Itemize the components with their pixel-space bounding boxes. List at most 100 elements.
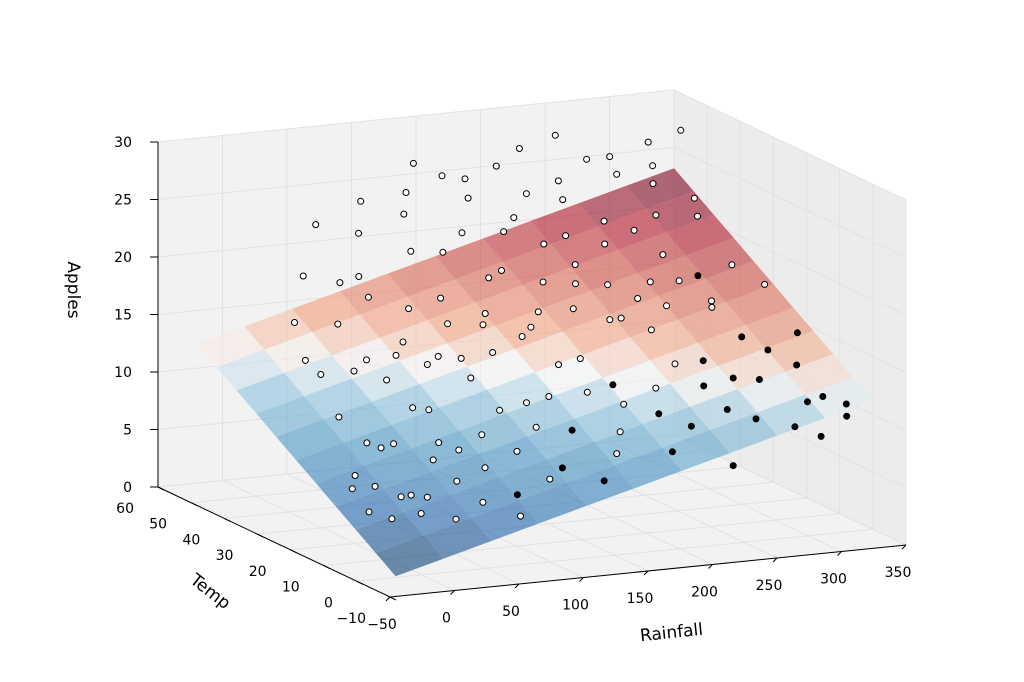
surface-patch [256,396,324,437]
data-point-above [383,376,391,384]
x-tick-label: 200 [691,585,718,601]
x-axis-label: Rainfall [639,620,704,646]
x-tick [643,570,649,576]
data-point-below [755,376,763,383]
surface-patch [530,203,599,245]
data-point-above [534,308,542,316]
data-point-above [364,293,372,301]
y-tick [190,502,198,507]
data-point-above [492,162,500,170]
surface-patch [236,372,305,414]
data-point-below [729,462,737,470]
data-point-above [335,413,343,421]
data-point-above [613,170,621,178]
data-point-above [576,355,584,363]
data-point-above [423,493,431,501]
data-point-below [738,333,746,341]
data-point-above [572,280,579,288]
data-point-above [481,464,489,472]
data-point-above [467,374,475,382]
surface-patch [363,448,432,489]
surface-patch [745,307,814,349]
data-point-above [479,498,487,506]
surface-patch [566,465,635,506]
y-tick [356,580,364,585]
data-point-above [357,197,365,205]
surface-patch [427,302,495,344]
surface-patch [618,232,686,273]
data-point-above [510,214,518,222]
data-point-above [435,439,443,447]
data-point-above [517,512,524,520]
data-point-above [647,326,655,334]
data-point-above [527,323,535,331]
surface-patch [411,430,480,472]
surface-patch [296,442,364,484]
x-tick-label: 350 [885,565,912,581]
data-point-above [604,281,612,289]
grid-line-x-floor [222,480,455,591]
surface-patch [479,436,547,478]
data-point-below [694,272,702,280]
x-tick-label: 100 [562,598,589,614]
x-tick-label: 250 [756,578,783,594]
surface-patch [582,337,651,378]
surface-patch [455,261,523,303]
data-point-above [464,194,472,202]
data-point-below [793,329,801,337]
data-point-above [583,155,591,163]
data-point-above [617,314,625,322]
data-point-above [708,303,716,311]
data-point-above [429,456,437,464]
z-tick-label: 10 [114,365,132,381]
surface-patch [375,535,444,577]
surface-patch [522,267,591,309]
y-tick-label: 50 [149,517,167,533]
y-tick-label: 40 [182,532,200,548]
z-tick-label: 5 [123,423,132,439]
data-point-above [569,305,577,313]
surface-patch [570,249,639,291]
surface-patch [324,401,392,443]
data-point-above [606,153,614,161]
data-point-above [646,278,654,286]
y-tick [389,596,397,601]
surface-patch [526,418,595,460]
data-point-above [675,277,683,285]
data-point-above [365,508,373,516]
surface-patch [371,384,440,425]
data-point-above [363,356,370,364]
data-point-above [649,180,657,188]
data-point-below [819,393,827,400]
surface-patch [562,313,631,355]
data-point-above [291,319,298,326]
data-point-above [649,162,657,170]
x-tick [450,590,455,595]
y-tick [224,517,231,522]
data-point-above [458,229,466,237]
data-point-above [500,228,508,236]
data-point-above [425,406,433,414]
surface-patch [403,494,472,536]
y-tick-label: −10 [336,611,366,627]
surface-patch [343,424,412,466]
data-point-above [539,278,547,286]
data-point-above [409,404,417,412]
surface-patch [423,517,491,559]
x-tick-label: 300 [820,572,847,588]
surface-patch [602,360,670,402]
tick-marks [150,141,907,602]
data-point-above [405,305,413,313]
x-tick-label: −50 [367,617,397,633]
data-point-above [551,131,559,139]
data-point-above [444,320,452,328]
data-point-above [439,248,447,256]
data-point-above [652,211,660,219]
surface-patch [276,419,344,461]
data-point-above [606,316,614,324]
data-point-above [522,190,530,198]
surface-patch [542,290,611,332]
surface-patch [439,389,507,431]
surface-patch [431,453,499,495]
data-point-above [452,515,460,523]
